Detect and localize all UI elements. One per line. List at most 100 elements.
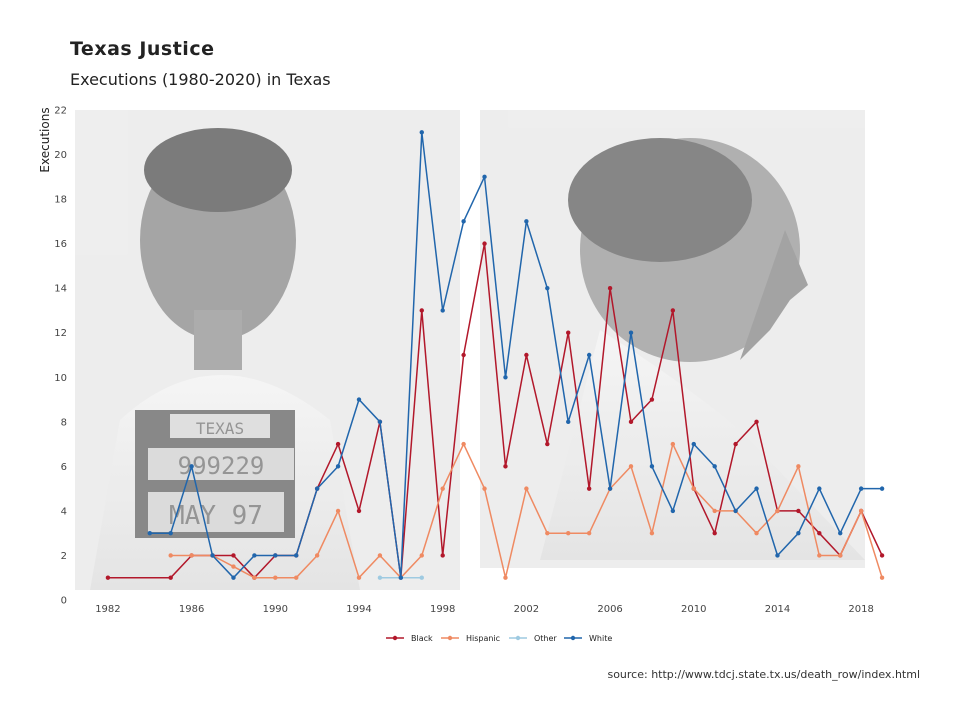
y-tick-label: 4 [61,506,67,517]
background-mugshot-photo: TEXAS 999229 MAY 97 [75,110,865,590]
data-point-white [356,397,362,402]
y-axis-label: Executions [38,107,52,172]
y-tick-label: 2 [61,551,67,562]
data-point-black [586,486,592,491]
legend-item-hispanic: Hispanic [441,634,500,643]
data-point-white [524,219,529,224]
x-tick-label: 1982 [95,604,120,615]
data-point-white [649,464,655,469]
data-point-white [607,486,613,491]
data-point-black [649,397,655,402]
data-point-black [545,441,550,447]
data-point-black [607,285,613,291]
x-tick-label: 2006 [597,604,622,615]
y-tick-label: 8 [61,417,67,428]
data-point-white [796,530,801,536]
x-tick-label: 1994 [346,604,371,615]
data-point-black [105,575,111,580]
data-point-hispanic [754,530,759,536]
data-point-hispanic [461,441,466,447]
legend-item-white: White [564,634,612,643]
series-line-black [107,242,883,579]
y-tick-label: 10 [54,373,67,384]
placard-line-3: MAY 97 [169,501,263,531]
legend-marker-hispanic [447,635,453,641]
data-point-white [231,575,236,580]
data-point-white [670,508,676,514]
data-point-hispanic [252,575,257,580]
legend-label-other: Other [534,634,557,643]
data-point-white [545,285,550,291]
x-tick-label: 2010 [681,604,706,615]
series-line-white [149,131,883,579]
series-white [147,130,885,580]
data-point-black [712,530,717,536]
legend-label-hispanic: Hispanic [466,634,500,643]
data-point-hispanic [838,553,843,558]
placard-line-1: TEXAS [196,419,244,438]
data-point-hispanic [649,530,655,536]
data-point-white [712,464,717,469]
data-point-white [691,441,696,447]
x-tick-label: 1990 [263,604,288,615]
data-point-black [524,352,529,358]
data-point-white [566,419,571,425]
data-point-hispanic [566,530,571,536]
data-point-white [419,130,424,135]
data-point-hispanic [377,553,383,558]
data-point-black [440,553,445,558]
data-point-black [356,508,362,514]
legend: Black Hispanic Other White [386,634,612,643]
data-point-white [294,553,299,558]
data-point-hispanic [691,486,696,491]
data-point-black [879,553,885,558]
y-tick-label: 18 [54,195,67,206]
legend-marker-white [570,635,576,641]
data-point-hispanic [879,575,885,580]
data-point-hispanic [628,464,634,469]
data-point-black [628,419,634,425]
data-point-white [586,352,592,358]
data-point-white [398,575,404,580]
data-point-hispanic [231,564,236,569]
data-point-hispanic [524,486,529,491]
x-tick-label: 1998 [430,604,455,615]
series-layer [105,130,885,580]
data-point-hispanic [482,486,487,491]
data-point-black [503,464,508,469]
data-point-black [733,441,738,447]
data-point-black [754,419,759,425]
y-tick-label: 14 [54,284,67,295]
data-point-black [566,330,571,335]
legend-marker-other [515,635,521,641]
data-point-black [231,553,236,558]
y-tick-label: 6 [61,462,67,473]
data-point-white [314,486,320,491]
legend-item-other: Other [509,634,557,643]
source-caption: source: http://www.tdcj.state.tx.us/deat… [607,668,920,681]
data-point-white [461,219,466,224]
data-point-hispanic [273,575,278,580]
data-point-white [482,174,487,180]
data-point-hispanic [419,553,424,558]
data-point-black [168,575,173,580]
data-point-hispanic [294,575,299,580]
data-point-white [168,530,173,536]
data-point-white [440,308,445,313]
chart-title: Texas Justice [70,38,215,60]
data-point-other [377,575,383,580]
data-point-black [796,508,801,514]
data-point-white [273,553,278,558]
data-point-hispanic [335,508,341,514]
data-point-hispanic [545,530,550,536]
data-point-other [419,575,424,580]
data-point-white [252,553,257,558]
data-point-hispanic [858,508,864,514]
photo-profile-hair [568,138,752,262]
data-point-black [461,352,466,358]
photo-front-hair [144,128,292,212]
data-point-white [754,486,759,491]
data-point-hispanic [189,553,194,558]
y-tick-label: 16 [54,239,67,250]
